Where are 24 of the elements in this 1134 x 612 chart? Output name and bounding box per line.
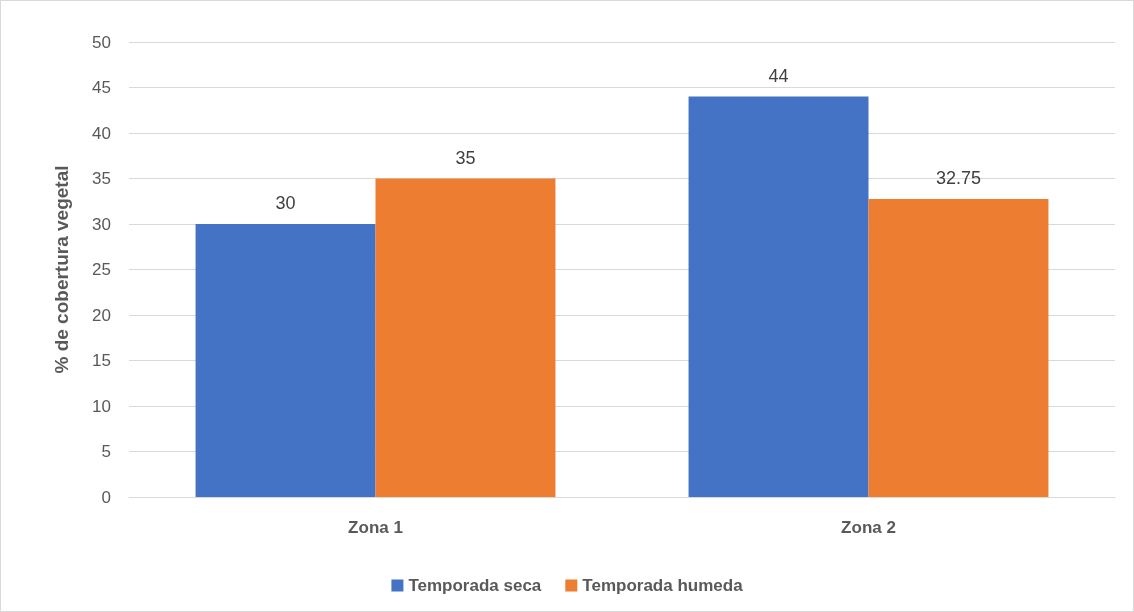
x-tick-label: Zona 2 [841,518,896,537]
bar [195,224,376,497]
y-tick-label: 20 [92,305,111,325]
y-tick-label: 45 [92,78,111,97]
data-label: 44 [768,65,789,86]
y-tick-label: 0 [101,487,111,507]
data-label: 35 [455,147,476,168]
legend-label: Temporada humeda [582,576,744,595]
y-axis-title: % de cobertura vegetal [51,165,72,374]
bar [688,96,869,497]
bar [868,198,1049,497]
y-tick-label: 35 [92,169,111,188]
data-label: 30 [275,193,296,213]
y-tick-label: 30 [92,214,111,234]
legend-label: Temporada seca [408,576,542,595]
y-tick-label: 25 [92,260,111,279]
y-tick-label: 5 [101,442,111,461]
x-tick-label: Zona 1 [348,518,403,537]
bar [375,178,556,497]
y-tick-label: 10 [92,396,111,416]
y-tick-label: 15 [92,351,111,370]
y-tick-label: 40 [92,123,111,143]
y-tick-label: 50 [92,32,111,52]
data-label: 32.75 [935,167,981,188]
